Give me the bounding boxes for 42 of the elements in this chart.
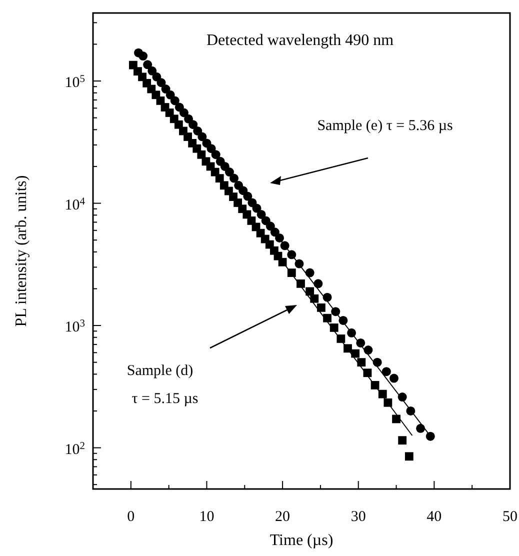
point [197, 150, 206, 159]
point [398, 436, 407, 445]
point [224, 168, 234, 177]
point [138, 52, 148, 61]
point [390, 374, 398, 383]
y-tick-label: 10$^{5}$ [64, 74, 85, 92]
y-tick-label: 10$^{2}$ [64, 440, 85, 458]
annotation: Sample (d) [126, 363, 194, 379]
annotation: Sample (e) τ = 5.36 µs [317, 118, 453, 134]
point [306, 287, 314, 296]
point [198, 132, 207, 142]
point [238, 186, 248, 196]
y-tick-label: 10$^{4}$ [64, 196, 86, 214]
x-tick-label: 40 [426, 509, 442, 525]
point [330, 323, 338, 332]
point [170, 96, 180, 106]
point [206, 144, 216, 154]
point [404, 452, 414, 461]
y-axis-title: PL intensity (arb. units) [13, 175, 30, 327]
point [211, 150, 220, 160]
point [179, 108, 188, 118]
point [184, 114, 194, 124]
point [382, 367, 391, 376]
x-tick-label: 20 [275, 509, 290, 525]
point [323, 314, 332, 322]
point [188, 120, 198, 130]
point [310, 294, 319, 303]
point [317, 303, 326, 312]
x-axis-title: Time (µs) [270, 532, 334, 549]
x-tick-label: 0 [127, 509, 135, 525]
annotation: τ = 5.15 µs [132, 391, 198, 407]
point [143, 60, 152, 70]
point [357, 358, 366, 367]
point [215, 174, 224, 183]
annotation: Detected wavelength 490 nm [206, 32, 394, 49]
point [156, 78, 166, 88]
x-tick-label: 50 [502, 509, 518, 525]
point [148, 66, 157, 76]
x-tick-label: 30 [350, 509, 366, 525]
point [230, 174, 239, 183]
y-tick-label: 10$^{3}$ [64, 318, 85, 336]
x-tick-label: 10 [199, 509, 214, 525]
